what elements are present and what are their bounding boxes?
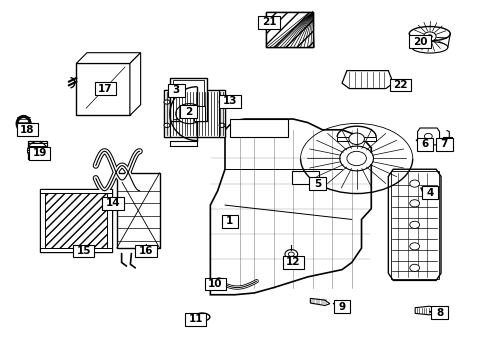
FancyBboxPatch shape — [430, 306, 447, 319]
Polygon shape — [210, 119, 370, 295]
Polygon shape — [76, 53, 141, 63]
FancyBboxPatch shape — [435, 138, 452, 150]
Text: 15: 15 — [76, 246, 91, 256]
Bar — [40, 189, 112, 193]
Circle shape — [219, 123, 224, 127]
Ellipse shape — [194, 313, 209, 321]
FancyBboxPatch shape — [29, 147, 50, 159]
Bar — [76, 63, 130, 116]
Circle shape — [163, 100, 169, 104]
Bar — [266, 12, 312, 47]
Polygon shape — [387, 169, 440, 280]
Text: 9: 9 — [338, 302, 345, 312]
Polygon shape — [414, 306, 435, 315]
Circle shape — [346, 151, 366, 166]
Text: 20: 20 — [412, 37, 427, 47]
FancyBboxPatch shape — [204, 278, 225, 291]
FancyBboxPatch shape — [102, 197, 123, 210]
FancyBboxPatch shape — [309, 177, 325, 190]
Text: 21: 21 — [261, 17, 276, 27]
Circle shape — [424, 134, 431, 139]
Text: 12: 12 — [285, 257, 300, 267]
FancyBboxPatch shape — [167, 84, 184, 97]
Circle shape — [215, 278, 222, 283]
Bar — [163, 90, 224, 137]
Bar — [40, 189, 44, 252]
FancyBboxPatch shape — [184, 313, 206, 325]
Text: 4: 4 — [425, 188, 432, 198]
Bar — [117, 173, 159, 248]
Circle shape — [409, 243, 419, 250]
Bar — [40, 248, 112, 252]
Text: 1: 1 — [226, 216, 233, 226]
Bar — [163, 90, 169, 137]
Bar — [27, 141, 47, 159]
Circle shape — [423, 32, 435, 41]
Text: 22: 22 — [392, 80, 407, 90]
Circle shape — [163, 123, 169, 127]
FancyBboxPatch shape — [95, 82, 116, 95]
FancyBboxPatch shape — [416, 138, 432, 150]
Bar — [194, 107, 204, 121]
Text: 19: 19 — [32, 148, 47, 158]
Text: 17: 17 — [98, 84, 113, 94]
FancyBboxPatch shape — [219, 95, 240, 108]
Circle shape — [409, 264, 419, 271]
Text: 14: 14 — [105, 198, 120, 208]
Bar — [292, 171, 319, 184]
Circle shape — [175, 104, 203, 124]
Ellipse shape — [27, 141, 47, 159]
Text: 3: 3 — [172, 85, 180, 95]
Bar — [173, 80, 203, 119]
Bar — [107, 189, 112, 252]
Text: 6: 6 — [421, 139, 427, 149]
Ellipse shape — [17, 116, 30, 131]
Bar — [336, 137, 375, 140]
Bar — [219, 90, 224, 137]
Text: 7: 7 — [440, 139, 447, 149]
FancyBboxPatch shape — [73, 244, 94, 257]
Circle shape — [183, 109, 195, 118]
Polygon shape — [266, 12, 312, 47]
Text: 13: 13 — [222, 96, 237, 106]
Ellipse shape — [408, 27, 449, 41]
Bar — [229, 119, 288, 137]
Circle shape — [339, 146, 373, 171]
Text: 8: 8 — [435, 308, 442, 318]
Circle shape — [219, 100, 224, 104]
Circle shape — [348, 133, 364, 144]
Text: 10: 10 — [207, 279, 222, 289]
Polygon shape — [40, 189, 112, 252]
Polygon shape — [341, 71, 392, 89]
Circle shape — [409, 200, 419, 207]
FancyBboxPatch shape — [282, 256, 304, 269]
FancyBboxPatch shape — [333, 300, 349, 313]
FancyBboxPatch shape — [17, 123, 38, 136]
Circle shape — [409, 221, 419, 228]
FancyBboxPatch shape — [180, 105, 196, 118]
FancyBboxPatch shape — [389, 78, 410, 91]
Text: 16: 16 — [139, 246, 153, 256]
Circle shape — [427, 35, 431, 39]
FancyBboxPatch shape — [135, 244, 157, 257]
Polygon shape — [130, 53, 141, 116]
FancyBboxPatch shape — [221, 215, 238, 228]
Polygon shape — [310, 298, 329, 306]
Text: 5: 5 — [313, 179, 321, 189]
FancyBboxPatch shape — [258, 16, 279, 29]
Text: 2: 2 — [184, 107, 192, 117]
Text: 18: 18 — [20, 125, 35, 135]
FancyBboxPatch shape — [421, 186, 437, 199]
FancyBboxPatch shape — [408, 36, 430, 48]
Circle shape — [409, 180, 419, 187]
Circle shape — [285, 249, 297, 259]
Bar — [390, 171, 438, 279]
Bar — [170, 78, 206, 121]
Text: 11: 11 — [188, 314, 203, 324]
Circle shape — [288, 252, 294, 256]
Ellipse shape — [197, 315, 206, 319]
Polygon shape — [417, 128, 439, 145]
Ellipse shape — [411, 41, 447, 53]
